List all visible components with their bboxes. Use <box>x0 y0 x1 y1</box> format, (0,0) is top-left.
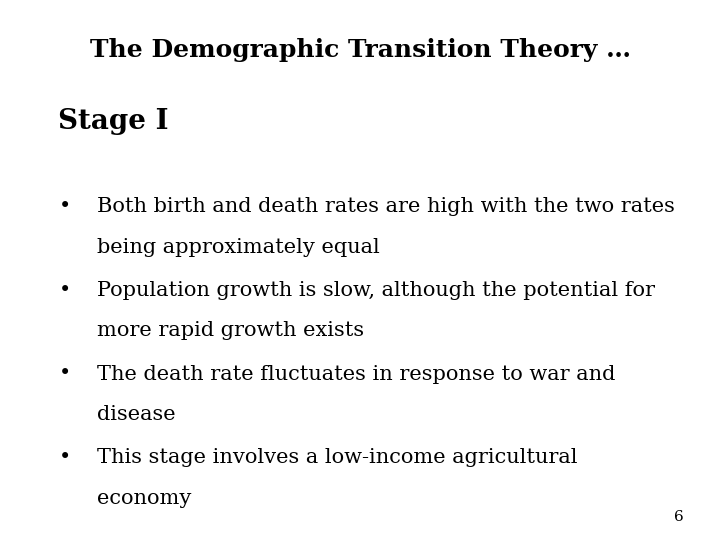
Text: •: • <box>58 448 71 467</box>
Text: The death rate fluctuates in response to war and: The death rate fluctuates in response to… <box>97 364 616 383</box>
Text: Stage I: Stage I <box>58 108 168 135</box>
Text: This stage involves a low-income agricultural: This stage involves a low-income agricul… <box>97 448 577 467</box>
Text: economy: economy <box>97 489 192 508</box>
Text: Population growth is slow, although the potential for: Population growth is slow, although the … <box>97 281 655 300</box>
Text: more rapid growth exists: more rapid growth exists <box>97 321 364 340</box>
Text: The Demographic Transition Theory …: The Demographic Transition Theory … <box>89 38 631 62</box>
Text: Both birth and death rates are high with the two rates: Both birth and death rates are high with… <box>97 197 675 216</box>
Text: •: • <box>58 197 71 216</box>
Text: •: • <box>58 364 71 383</box>
Text: disease: disease <box>97 405 176 424</box>
Text: 6: 6 <box>674 510 684 524</box>
Text: •: • <box>58 281 71 300</box>
Text: being approximately equal: being approximately equal <box>97 238 380 256</box>
